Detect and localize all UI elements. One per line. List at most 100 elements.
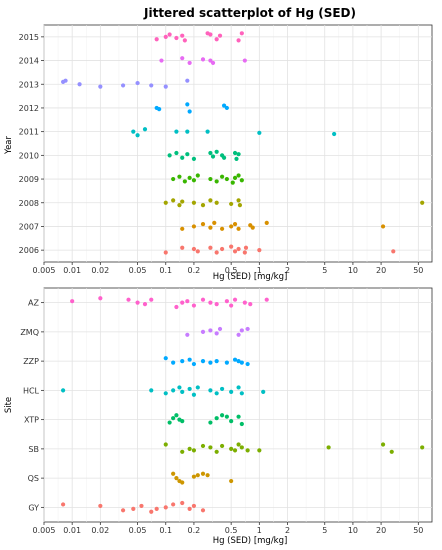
data-point <box>200 359 206 364</box>
data-point <box>391 249 396 254</box>
data-point <box>208 198 213 203</box>
x-tick-label: 0.02 <box>91 266 109 275</box>
y-tick-label: 2015 <box>19 33 39 42</box>
data-point <box>221 155 227 160</box>
x-tick-label: 0.5 <box>225 266 238 275</box>
data-point <box>239 31 244 36</box>
data-point <box>191 474 197 479</box>
data-point <box>210 60 216 66</box>
data-point <box>135 133 140 138</box>
data-point <box>208 150 213 156</box>
data-point <box>380 442 386 447</box>
data-point <box>174 35 179 41</box>
data-point <box>185 78 190 83</box>
data-point <box>180 245 185 250</box>
data-point <box>171 471 176 476</box>
x-tick-label: 0.2 <box>188 526 201 535</box>
data-point <box>208 176 213 182</box>
y-tick-label: ZMQ <box>20 328 39 337</box>
data-point <box>149 297 154 302</box>
data-point <box>191 246 197 252</box>
data-point <box>208 420 213 425</box>
data-point <box>180 480 185 485</box>
site-panel-points <box>61 296 425 514</box>
data-point <box>208 32 213 37</box>
data-point <box>163 391 168 396</box>
data-point <box>214 250 219 255</box>
data-point <box>159 58 164 63</box>
x-tick-label: 20 <box>376 266 386 275</box>
data-point <box>245 361 250 367</box>
x-tick-label: 0.02 <box>91 526 109 535</box>
data-point <box>236 152 241 157</box>
data-point <box>232 448 238 453</box>
data-point <box>180 300 185 305</box>
data-point <box>174 413 179 418</box>
chart-title: Jittered scatterplot of Hg (SED) <box>143 6 356 20</box>
data-point <box>224 360 229 365</box>
data-point <box>149 83 154 88</box>
data-point <box>208 388 213 393</box>
data-point <box>191 303 197 308</box>
data-point <box>232 221 238 227</box>
data-point <box>229 303 234 308</box>
data-point <box>171 176 176 182</box>
data-point <box>187 357 192 362</box>
data-point <box>219 246 225 252</box>
site-panel-x-axis-title: Hg (SED) [mg/kg] <box>213 536 288 546</box>
data-point <box>214 331 219 336</box>
y-tick-label: QS <box>28 474 39 483</box>
x-tick-label: 0.005 <box>33 526 56 535</box>
y-tick-label: 2012 <box>19 104 39 113</box>
data-point <box>163 84 168 89</box>
y-tick-label: 2014 <box>19 57 39 66</box>
data-point <box>208 360 213 365</box>
data-point <box>142 301 148 307</box>
data-point <box>180 359 185 364</box>
x-tick-label: 50 <box>413 266 423 275</box>
x-tick-label: 2 <box>285 266 290 275</box>
data-point <box>236 442 241 447</box>
data-point <box>264 297 269 302</box>
data-point <box>191 224 197 229</box>
site-panel-background <box>43 287 433 523</box>
data-point <box>229 389 234 394</box>
x-tick-label: 10 <box>348 266 358 275</box>
data-point <box>208 245 213 250</box>
data-point <box>229 418 234 424</box>
y-tick-label: 2007 <box>19 222 39 231</box>
x-tick-label: 20 <box>376 526 386 535</box>
data-point <box>131 129 136 134</box>
data-point <box>185 299 190 304</box>
data-point <box>208 225 213 230</box>
data-point <box>191 178 197 183</box>
upper-panel-year: 2006200720082009201020112012201320142015… <box>4 24 433 282</box>
y-tick-label: 2009 <box>19 175 39 184</box>
data-point <box>214 37 219 42</box>
data-point <box>177 174 182 179</box>
data-point <box>167 420 172 425</box>
x-tick-label: 0.05 <box>129 266 147 275</box>
year-panel-points <box>61 31 425 255</box>
data-point <box>135 80 140 86</box>
y-tick-label: 2006 <box>19 246 39 255</box>
data-point <box>167 153 172 158</box>
site-panel-x-ticks: 0.005 0.01 0.02 0.05 0.1 0.2 0.5 1 2 5 10 20 50 <box>33 522 423 535</box>
site-panel-y-axis-title: Site <box>4 397 14 413</box>
x-tick-label: 0.01 <box>63 526 81 535</box>
x-tick-label: 5 <box>322 526 327 535</box>
data-point <box>200 57 206 62</box>
data-point <box>98 503 103 509</box>
data-point <box>120 508 126 513</box>
y-tick-label: HCL <box>23 386 40 395</box>
data-point <box>139 503 144 509</box>
data-point <box>229 478 234 484</box>
data-point <box>236 414 241 419</box>
data-point <box>214 179 219 184</box>
data-point <box>217 326 223 332</box>
data-point <box>180 500 185 506</box>
data-point <box>232 175 238 180</box>
data-point <box>229 244 234 249</box>
data-point <box>210 154 216 159</box>
data-point <box>208 328 213 333</box>
